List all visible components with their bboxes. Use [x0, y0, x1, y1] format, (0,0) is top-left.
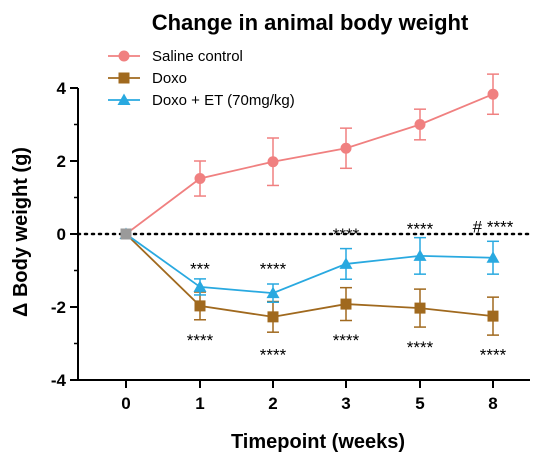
data-point	[414, 302, 426, 314]
x-tick-label: 5	[415, 394, 424, 413]
legend-marker	[118, 72, 130, 84]
legend-label: Doxo + ET (70mg/kg)	[152, 92, 295, 109]
significance-annotation: ****	[480, 345, 507, 364]
data-point	[340, 142, 352, 154]
series-3	[119, 227, 500, 304]
significance-annotation: ****	[407, 338, 434, 357]
legend: Saline control Doxo Doxo + ET (70mg/kg)	[108, 48, 295, 109]
legend-item: Doxo	[108, 70, 187, 87]
series-line	[125, 93, 494, 235]
data-point	[266, 286, 280, 299]
legend-label: Doxo	[152, 70, 187, 87]
significance-annotation: ***	[190, 260, 210, 279]
data-point	[339, 257, 353, 269]
data-point	[487, 88, 499, 100]
origin-point	[120, 228, 132, 240]
data-point	[414, 119, 426, 130]
legend-marker	[117, 93, 131, 105]
legend-item: Saline control	[108, 48, 243, 65]
series-1	[120, 73, 499, 240]
significance-annotation: # ****	[473, 218, 514, 237]
significance-annotation: ****	[333, 331, 360, 350]
significance-annotation: ****	[333, 225, 360, 244]
significance-annotation: ****	[260, 345, 287, 364]
series-line	[125, 233, 494, 318]
data-point	[340, 298, 352, 310]
x-axis-label: Timepoint (weeks)	[231, 431, 405, 453]
data-point	[194, 300, 206, 312]
data-point	[486, 251, 500, 263]
chart-title: Change in animal body weight	[152, 10, 469, 35]
data-point	[194, 173, 206, 185]
legend-label: Saline control	[152, 48, 243, 65]
y-axis-label: Δ Body weight (g)	[10, 147, 32, 317]
significance-annotation: ****	[187, 331, 214, 350]
y-tick-label: 4	[57, 79, 67, 98]
y-tick-label: 0	[57, 225, 66, 244]
x-tick-label: 3	[341, 394, 350, 413]
series-2	[120, 228, 499, 336]
data-point	[193, 280, 207, 292]
y-tick-label: 2	[57, 152, 66, 171]
legend-marker	[118, 50, 130, 62]
x-tick-label: 0	[121, 394, 130, 413]
y-tick-label: -4	[51, 371, 67, 390]
legend-item: Doxo + ET (70mg/kg)	[108, 92, 295, 109]
series-line	[125, 233, 494, 295]
significance-annotation: ****	[260, 260, 287, 279]
x-tick-label: 1	[195, 394, 204, 413]
data-point	[413, 249, 427, 261]
data-point	[267, 311, 279, 323]
y-tick-label: -2	[51, 298, 66, 317]
data-point	[487, 310, 499, 322]
x-tick-label: 2	[268, 394, 277, 413]
significance-annotation: ****	[407, 220, 434, 239]
x-tick-label: 8	[488, 394, 497, 413]
data-point	[267, 156, 279, 168]
